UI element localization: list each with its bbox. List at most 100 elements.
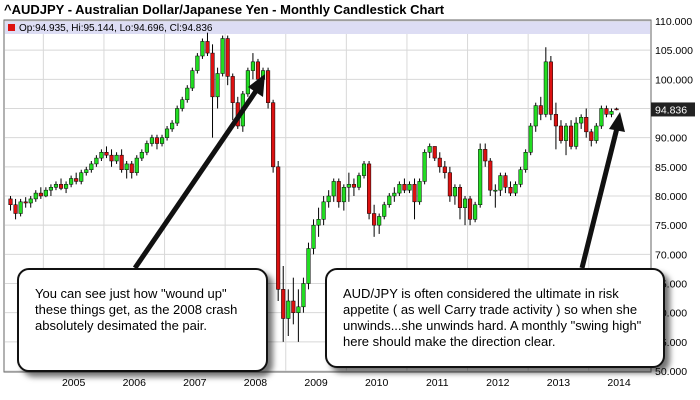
last-price-label: 94.836 [655,104,687,116]
candle [569,120,574,150]
candle-body-up [190,70,195,89]
candle-body-down [210,52,215,98]
candle-body-down [119,154,124,171]
candle-body-up [493,189,498,192]
candle [210,44,215,138]
annotation-text-left: You can see just how "wound up" these th… [35,286,238,333]
candle-body-up [321,201,326,220]
candle [109,149,114,167]
candle-body-up [579,117,584,124]
candle [296,289,301,342]
candle [392,187,397,202]
candle [104,146,109,159]
candle [23,197,28,208]
candle-body-down [255,61,261,80]
candle-body-up [43,189,48,197]
candle [266,67,271,109]
candle [185,85,190,103]
candle-body-up [473,204,478,220]
candle-body-up [94,157,99,165]
candle-body-up [417,181,422,203]
candle [114,152,119,164]
x-tick-label: 2014 [607,377,631,389]
arrow-right-shaft [579,127,620,269]
candle [53,181,59,191]
x-tick-label: 2011 [426,377,449,389]
arrow-left-head [248,74,265,97]
candle-body-up [594,125,599,141]
candle [483,143,488,167]
candle [149,134,154,147]
arrow-right-head [609,112,625,132]
candle [543,47,548,118]
y-tick-label: 70.000 [655,249,687,261]
candle [139,149,144,161]
candle-body-up [220,38,225,74]
candle [180,96,185,112]
candle [144,140,149,156]
candle [13,198,18,220]
candle [170,120,175,132]
candle-body-up [533,105,538,127]
candle [321,196,326,226]
candle [604,105,609,118]
x-tick-label: 2013 [547,377,571,389]
candle [412,178,417,220]
candle [563,123,569,156]
candle-body-up [392,192,397,197]
candle-body-down [569,125,574,147]
candle [271,99,276,173]
candle [442,161,447,179]
candle [175,105,180,126]
candle-body-up [170,122,175,130]
candle [301,277,306,313]
candle-body-up [387,195,392,205]
candle [367,161,372,220]
candle-body-down [503,175,508,188]
candle [200,38,205,59]
candle-body-up [599,108,604,127]
candle [8,196,13,211]
y-tick-label: 75.000 [655,220,687,232]
candle-body-up [18,201,23,214]
candle-body-up [296,306,301,313]
candle [447,166,452,202]
arrow-left [132,74,265,270]
candle-body-down [468,198,473,220]
candle-body-up [518,169,523,185]
candle-body-down [589,131,594,141]
candle [422,149,427,185]
candle-body-up [574,122,579,147]
candle-body-up [341,187,346,203]
candle [220,35,225,77]
candle-body-up [462,198,468,208]
candle [99,149,104,161]
candle [518,166,523,188]
candle [594,123,599,144]
candle [58,178,64,191]
arrow-right [579,112,625,269]
candle-body-up [407,184,412,191]
x-tick-label: 2008 [244,377,268,389]
candle [609,108,614,118]
candle [84,166,89,176]
candle-body-up [316,219,321,226]
x-tick-label: 2006 [123,377,147,389]
candle [129,161,134,179]
candle [33,190,38,202]
candle-body-down [442,166,447,173]
candle [361,161,367,179]
candle [276,161,281,301]
candle [346,172,351,202]
candle [154,134,160,150]
candle-body-down [104,152,109,156]
candle [326,190,331,208]
y-tick-label: 105.000 [655,45,693,57]
candle-body-up [215,73,220,98]
chart-title: ^AUDJPY - Australian Dollar/Japanese Yen… [4,2,445,17]
candle-body-down [457,187,463,208]
x-tick-label: 2007 [183,377,207,389]
candle-body-up [286,300,291,319]
candle-body-up [306,248,311,284]
x-tick-label: 2009 [304,377,328,389]
